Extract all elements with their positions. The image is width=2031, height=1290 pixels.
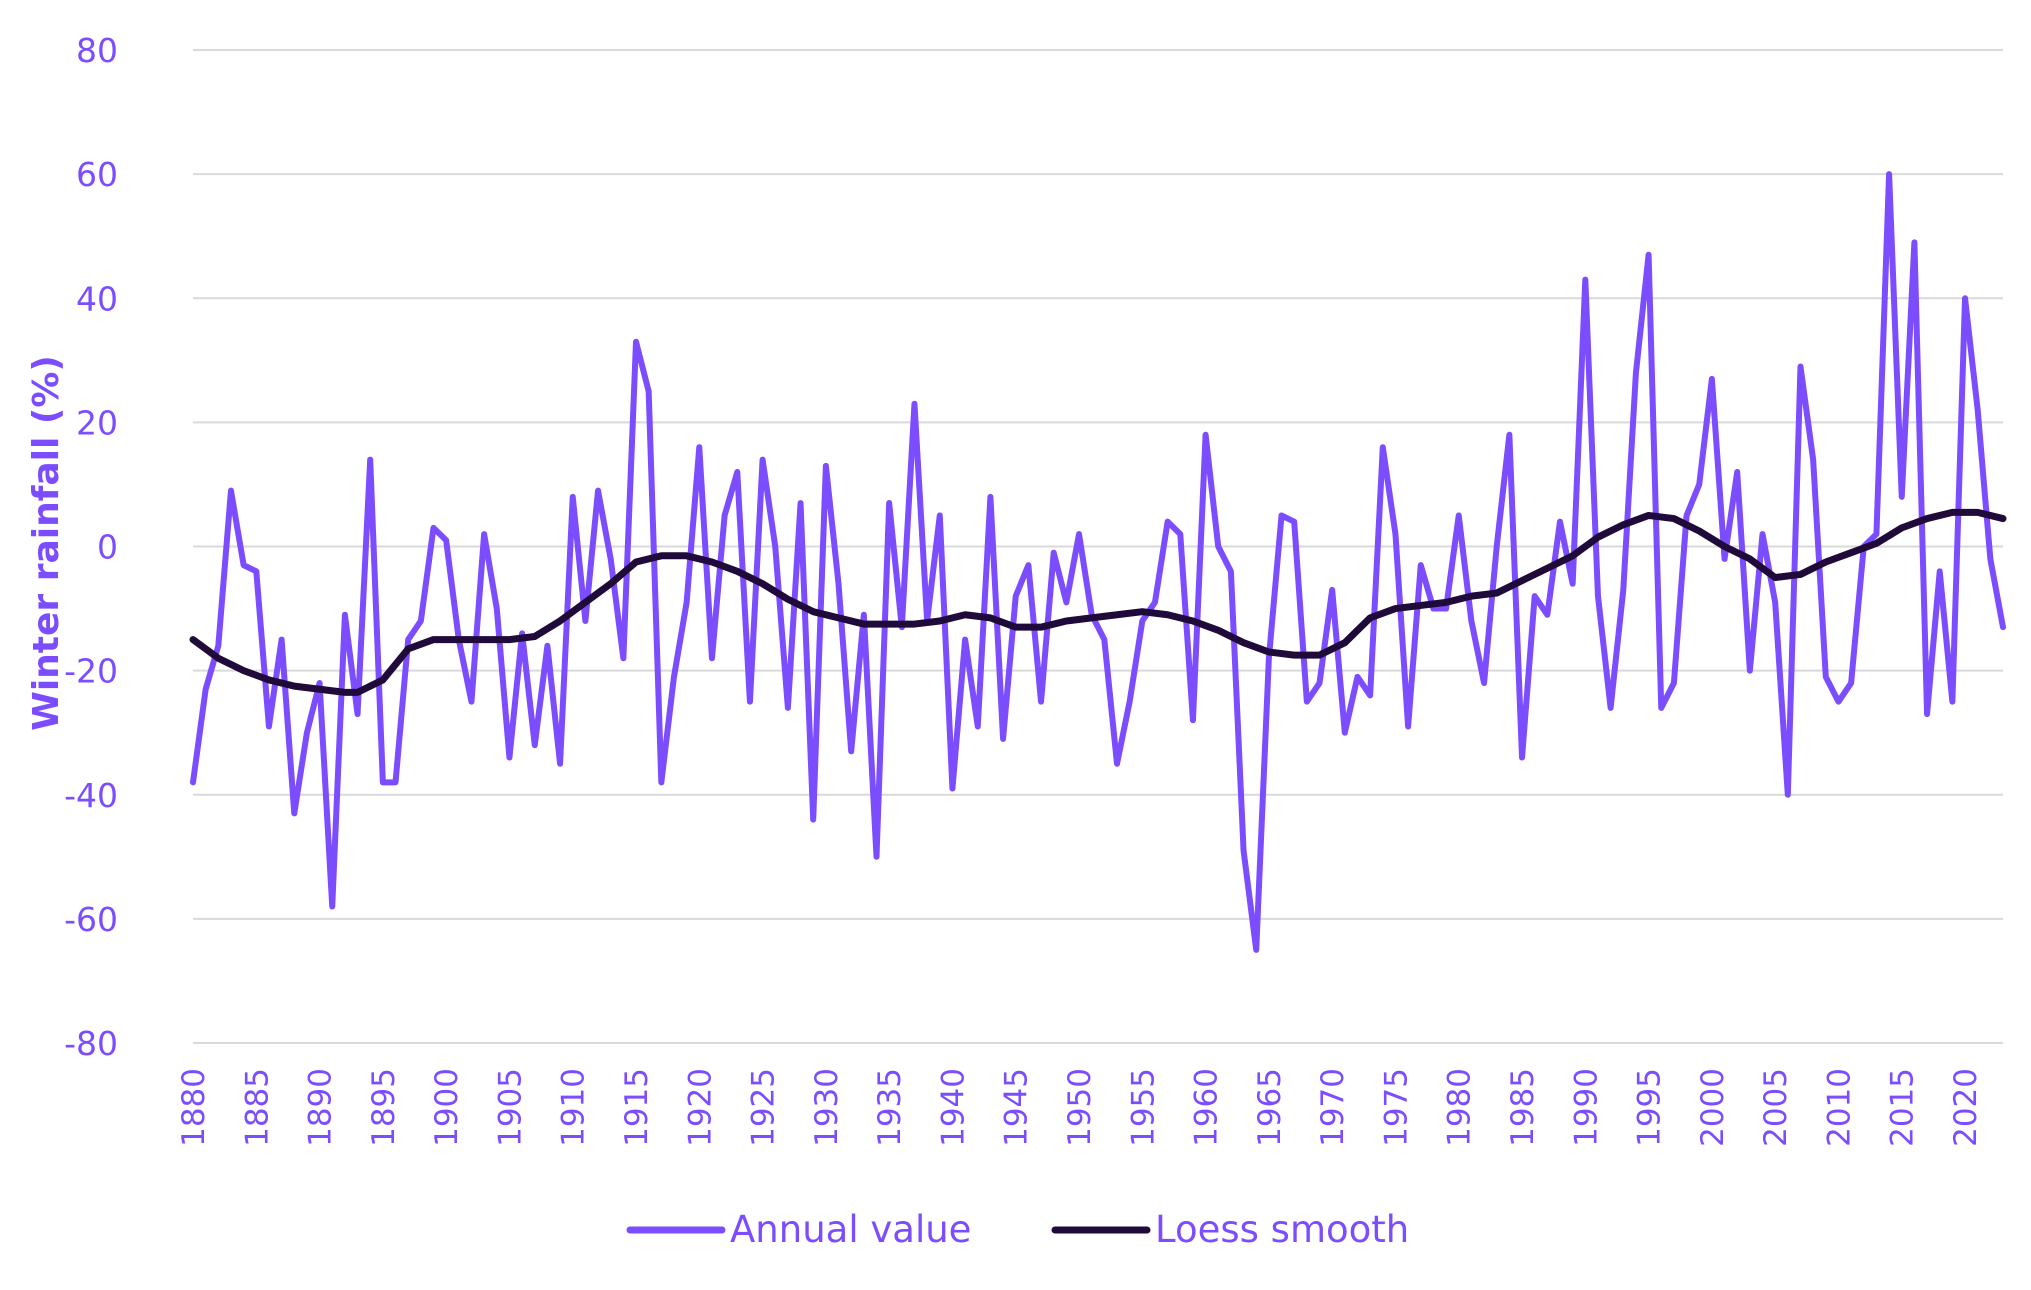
x-tick-label: 1920 (682, 1068, 718, 1147)
legend-label-annual: Annual value (730, 1208, 971, 1251)
x-tick-label: 1990 (1568, 1068, 1604, 1147)
x-tick-label: 2020 (1948, 1068, 1984, 1147)
x-tick-label: 1935 (872, 1068, 908, 1147)
legend: Annual value Loess smooth (626, 1208, 1409, 1251)
x-tick-label: 1895 (366, 1068, 402, 1147)
x-tick-label: 2010 (1821, 1068, 1857, 1147)
x-tick-label: 1910 (556, 1068, 592, 1147)
x-tick-label: 1950 (1062, 1068, 1098, 1147)
x-tick-label: 1945 (999, 1068, 1035, 1147)
series-line-loess-smooth (189, 508, 2007, 696)
x-tick-label: 1960 (1189, 1068, 1225, 1147)
y-tick-label: 80 (76, 31, 118, 70)
x-tick-label: 1980 (1442, 1068, 1478, 1147)
x-tick-label: 1995 (1632, 1068, 1668, 1147)
grid-lines (193, 49, 2003, 1044)
x-tick-label: 1925 (746, 1068, 782, 1147)
y-tick-label: -20 (64, 652, 118, 691)
y-axis-ticks: 80 60 40 20 0 -20 -40 -60 -80 (64, 31, 118, 1063)
x-tick-label: 1880 (176, 1068, 212, 1147)
legend-label-loess: Loess smooth (1155, 1208, 1409, 1251)
y-tick-label: 0 (97, 528, 118, 567)
y-tick-label: 60 (76, 155, 118, 194)
x-tick-label: 1930 (809, 1068, 845, 1147)
x-tick-label: 2000 (1695, 1068, 1731, 1147)
y-tick-label: -40 (64, 776, 118, 815)
x-tick-label: 2005 (1758, 1068, 1794, 1147)
y-tick-label: 40 (76, 279, 118, 318)
y-axis-label: Winter rainfall (%) (26, 355, 67, 731)
x-tick-label: 1970 (1315, 1068, 1351, 1147)
x-tick-label: 1965 (1252, 1068, 1288, 1147)
x-tick-label: 1915 (619, 1068, 655, 1147)
x-tick-label: 1955 (1125, 1068, 1161, 1147)
x-tick-label: 1905 (492, 1068, 528, 1147)
series-line-annual-value (190, 171, 2006, 953)
x-axis-ticks: 1880 1885 1890 1895 1900 1905 1910 1915 1920 1925… (176, 1068, 1984, 1147)
series-layer (189, 171, 2007, 953)
x-tick-label: 1985 (1505, 1068, 1541, 1147)
x-tick-label: 1940 (935, 1068, 971, 1147)
x-tick-label: 1885 (239, 1068, 275, 1147)
x-tick-label: 1900 (429, 1068, 465, 1147)
y-tick-label: 20 (76, 403, 118, 442)
y-tick-label: -80 (64, 1024, 118, 1063)
x-tick-label: 2015 (1885, 1068, 1921, 1147)
y-tick-label: -60 (64, 900, 118, 939)
x-tick-label: 1890 (303, 1068, 339, 1147)
x-tick-label: 1975 (1378, 1068, 1414, 1147)
